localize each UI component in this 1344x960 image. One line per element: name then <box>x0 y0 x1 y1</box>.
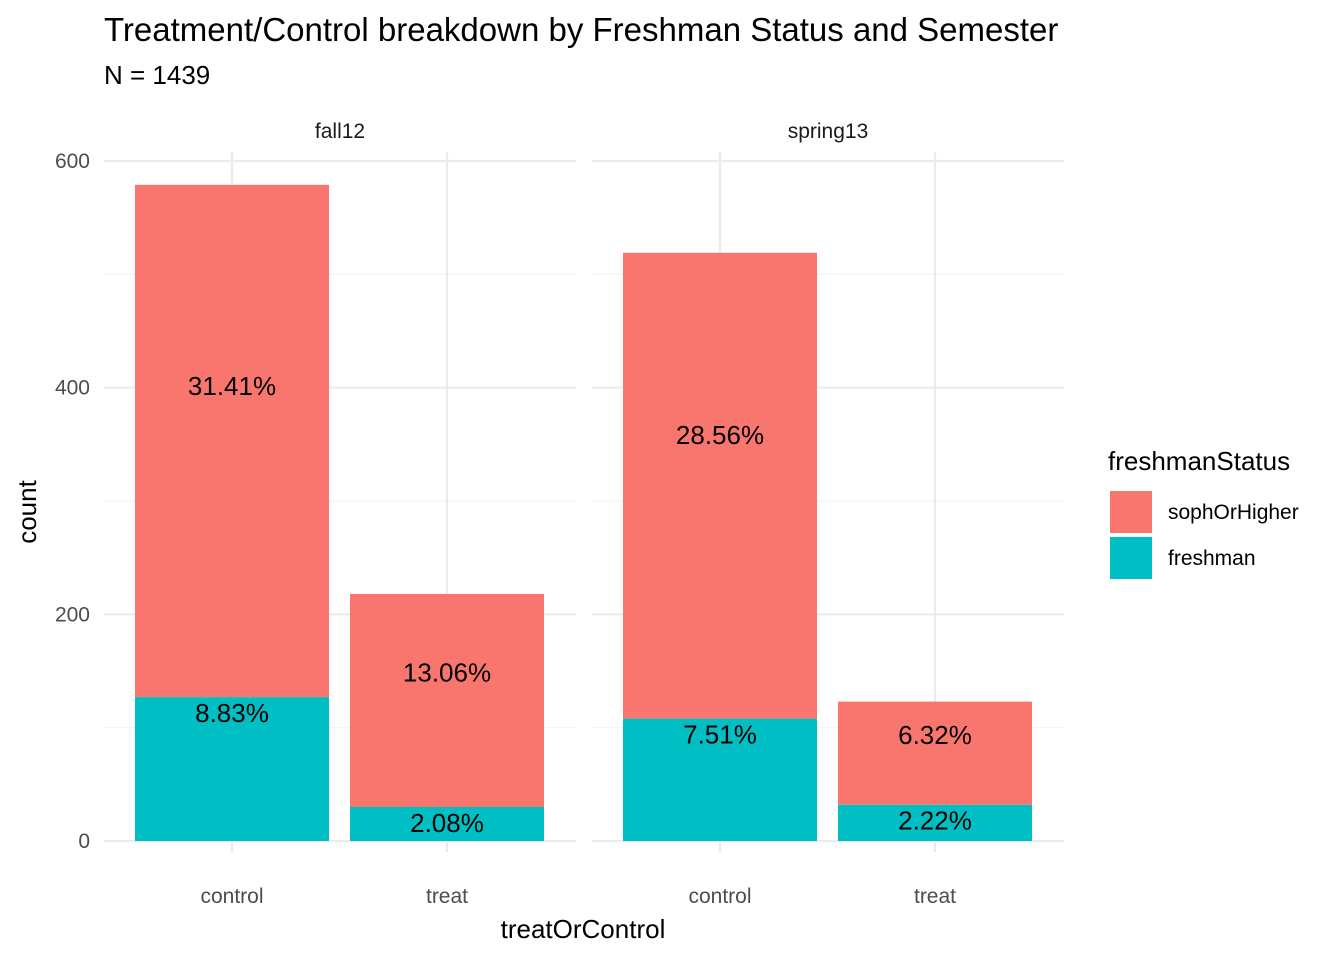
facet-panel-spring13: spring13 7.51% 28.56% control 2.22% 6.32% trea… <box>592 120 1064 908</box>
legend-label: sophOrHigher <box>1168 501 1299 524</box>
x-tick-label: treat <box>914 885 956 908</box>
y-axis: 0 200 400 600 <box>55 150 90 853</box>
bar-segment-freshman <box>838 804 1032 841</box>
x-tick-label: control <box>688 885 751 908</box>
x-tick-label: treat <box>426 885 468 908</box>
bar-segment-sophorhigher <box>350 593 544 807</box>
chart-title: Treatment/Control breakdown by Freshman … <box>104 11 1058 48</box>
facet-strip-label: fall12 <box>315 120 365 143</box>
y-tick-label: 400 <box>55 377 90 400</box>
bar-segment-freshman <box>623 718 817 841</box>
bar-label-freshman: 2.22% <box>898 806 972 836</box>
bar-segment-sophorhigher <box>135 184 329 698</box>
bar-label-sophorhigher: 28.56% <box>676 420 764 450</box>
x-axis-title: treatOrControl <box>501 914 666 944</box>
chart-subtitle: N = 1439 <box>104 60 210 90</box>
y-tick-label: 0 <box>78 830 90 853</box>
legend-label: freshman <box>1168 547 1256 570</box>
legend-key-sophorhigher <box>1110 491 1152 533</box>
bar-segment-sophorhigher <box>838 701 1032 805</box>
bar-label-freshman: 2.08% <box>410 808 484 838</box>
legend-key-freshman <box>1110 537 1152 579</box>
bar-segment-freshman <box>350 807 544 841</box>
bar-label-sophorhigher: 13.06% <box>403 657 491 687</box>
bar-label-freshman: 8.83% <box>195 698 269 728</box>
legend: freshmanStatus sophOrHigher freshman <box>1108 446 1299 579</box>
bar-label-sophorhigher: 31.41% <box>188 371 276 401</box>
bar-segment-sophorhigher <box>623 252 817 719</box>
y-tick-label: 200 <box>55 603 90 626</box>
facet-panels: fall12 8.83% 31.41% control 2.08% 13.06% treat… <box>104 120 1064 908</box>
x-tick-label: control <box>200 885 263 908</box>
y-axis-title: count <box>12 479 42 543</box>
bar-label-sophorhigher: 6.32% <box>898 720 972 750</box>
legend-title: freshmanStatus <box>1108 446 1290 476</box>
bar-label-freshman: 7.51% <box>683 720 757 750</box>
bar-segment-freshman <box>135 697 329 841</box>
facet-panel-fall12: fall12 8.83% 31.41% control 2.08% 13.06% treat <box>104 120 576 908</box>
facet-strip-label: spring13 <box>788 120 869 143</box>
y-tick-label: 600 <box>55 150 90 173</box>
